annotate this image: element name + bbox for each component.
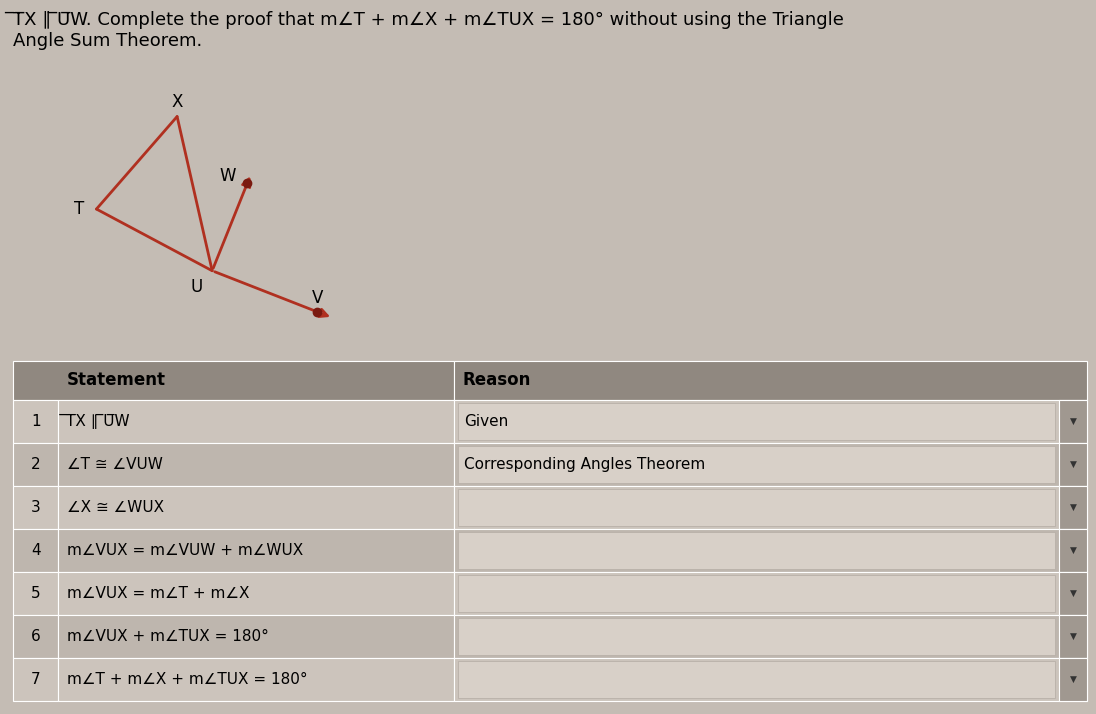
- Text: m∠VUX = m∠T + m∠X: m∠VUX = m∠T + m∠X: [67, 586, 250, 601]
- Text: Corresponding Angles Theorem: Corresponding Angles Theorem: [465, 457, 706, 472]
- Text: Statement: Statement: [67, 371, 165, 389]
- Text: Angle Sum Theorem.: Angle Sum Theorem.: [13, 32, 203, 50]
- Text: 6: 6: [31, 629, 41, 644]
- Text: V: V: [311, 288, 323, 307]
- Text: T: T: [73, 200, 84, 218]
- Text: 3: 3: [31, 500, 41, 515]
- Text: Reason: Reason: [463, 371, 530, 389]
- Text: 4: 4: [31, 543, 41, 558]
- Text: ̅T̅X ∥ ̅U̅W: ̅T̅X ∥ ̅U̅W: [67, 413, 130, 429]
- Text: ▼: ▼: [1070, 546, 1076, 555]
- Text: ▼: ▼: [1070, 589, 1076, 598]
- Text: m∠VUX = m∠VUW + m∠WUX: m∠VUX = m∠VUW + m∠WUX: [67, 543, 304, 558]
- Text: 7: 7: [31, 672, 41, 687]
- Text: ∠T ≅ ∠VUW: ∠T ≅ ∠VUW: [67, 457, 163, 472]
- Text: U: U: [191, 278, 203, 296]
- Text: W: W: [219, 166, 237, 185]
- Text: ∠X ≅ ∠WUX: ∠X ≅ ∠WUX: [67, 500, 164, 515]
- Text: ̅T̅X ∥ ̅U̅W. Complete the proof that m∠T + m∠X + m∠TUX = 180° without using the : ̅T̅X ∥ ̅U̅W. Complete the proof that m∠T…: [13, 11, 844, 29]
- Text: ▼: ▼: [1070, 417, 1076, 426]
- Text: ▼: ▼: [1070, 503, 1076, 512]
- Text: m∠T + m∠X + m∠TUX = 180°: m∠T + m∠X + m∠TUX = 180°: [67, 672, 308, 687]
- Text: 5: 5: [31, 586, 41, 601]
- Text: 1: 1: [31, 414, 41, 429]
- Text: X: X: [171, 94, 183, 111]
- Text: ▼: ▼: [1070, 675, 1076, 684]
- Text: Given: Given: [465, 414, 509, 429]
- Text: ▼: ▼: [1070, 632, 1076, 641]
- Text: 2: 2: [31, 457, 41, 472]
- Text: ▼: ▼: [1070, 460, 1076, 469]
- Text: m∠VUX + m∠TUX = 180°: m∠VUX + m∠TUX = 180°: [67, 629, 269, 644]
